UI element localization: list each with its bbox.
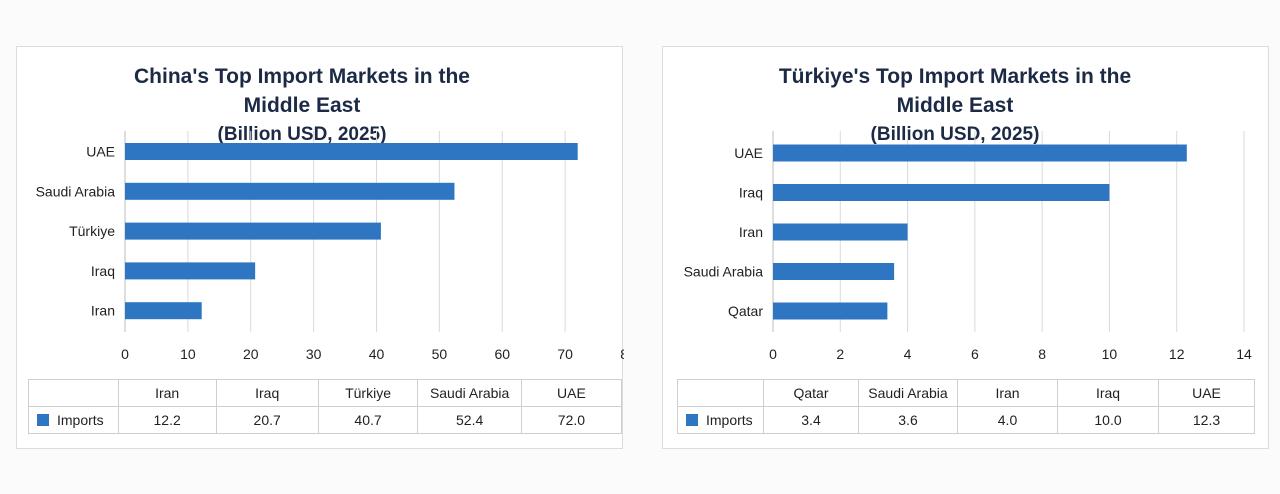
data-table-value-cell: 72.0 xyxy=(520,406,623,434)
chart-title-main: Türkiye's Top Import Markets in the Midd… xyxy=(778,65,1132,117)
data-table-value-cell: 12.3 xyxy=(1158,406,1255,434)
bar xyxy=(125,222,381,240)
data-table-corner xyxy=(677,379,764,407)
x-tick-label: 6 xyxy=(971,346,979,362)
x-tick-label: 0 xyxy=(769,346,777,362)
data-table-header-cell: Iran xyxy=(957,379,1058,407)
data-table-header-cell: Iraq xyxy=(1057,379,1159,407)
bar xyxy=(125,262,256,280)
bar xyxy=(773,184,1110,201)
legend-swatch xyxy=(37,414,49,426)
data-table-turkiye: Qatar Saudi Arabia Iran Iraq UAE Imports… xyxy=(677,379,1255,434)
data-table-values-row: Imports 3.4 3.6 4.0 10.0 12.3 xyxy=(677,406,1255,434)
chart-panel-china: China's Top Import Markets in the Middle… xyxy=(16,46,624,449)
y-category-label: Iran xyxy=(739,224,763,240)
bar-chart-turkiye: 0 2 4 6 8 10 12 14 UAE Iraq Iran Saudi Arabia Qatar xyxy=(684,131,1252,362)
data-table-header-cell: Saudi Arabia xyxy=(417,379,522,407)
data-table-value-cell: 20.7 xyxy=(215,406,319,434)
data-table-corner xyxy=(28,379,119,407)
x-tick-label: 8 xyxy=(1038,346,1046,362)
data-table-header-cell: UAE xyxy=(520,379,623,407)
legend-label: Imports xyxy=(57,412,104,428)
chart-subtitle: (Billion USD, 2025) xyxy=(217,124,387,145)
bar xyxy=(125,182,455,200)
bar xyxy=(773,263,895,280)
x-tick-label: 80 xyxy=(620,346,624,362)
chart-subtitle: (Billion USD, 2025) xyxy=(870,124,1040,145)
x-tick-label: 0 xyxy=(121,346,129,362)
y-category-label: Qatar xyxy=(728,303,763,319)
x-tick-label: 20 xyxy=(243,346,259,362)
x-tick-label: 12 xyxy=(1169,346,1185,362)
legend-label: Imports xyxy=(706,412,753,428)
data-table-value-cell: 52.4 xyxy=(417,406,522,434)
data-table-value-cell: 4.0 xyxy=(957,406,1058,434)
chart-title: Türkiye's Top Import Markets in the Midd… xyxy=(755,62,1155,149)
legend-entry-imports: Imports xyxy=(28,406,119,434)
bar xyxy=(773,223,908,241)
data-table-value-cell: 3.4 xyxy=(763,406,859,434)
x-tick-label: 10 xyxy=(1102,346,1118,362)
x-tick-label: 50 xyxy=(432,346,448,362)
y-category-label: Saudi Arabia xyxy=(684,264,764,280)
x-tick-label: 60 xyxy=(494,346,510,362)
y-category-label: Iraq xyxy=(739,185,763,201)
x-tick-label: 10 xyxy=(180,346,196,362)
data-table-value-cell: 12.2 xyxy=(117,406,217,434)
legend-swatch xyxy=(686,414,698,426)
data-table-china: Iran Iraq Türkiye Saudi Arabia UAE Impor… xyxy=(28,379,623,434)
bar xyxy=(125,143,578,160)
data-table-header-row: Qatar Saudi Arabia Iran Iraq UAE xyxy=(677,379,1255,407)
data-table-value-cell: 3.6 xyxy=(858,406,958,434)
y-category-label: UAE xyxy=(86,144,115,160)
y-category-label: Iran xyxy=(91,303,115,319)
data-table-header-cell: Iraq xyxy=(215,379,319,407)
x-tick-label: 30 xyxy=(306,346,322,362)
bar-chart-china: 0 10 20 30 40 50 60 70 80 UAE Saudi Arabia Türkiye I… xyxy=(36,131,624,362)
x-tick-label: 40 xyxy=(369,346,385,362)
x-tick-label: 2 xyxy=(836,346,844,362)
y-category-label: Iraq xyxy=(91,263,115,279)
data-table-header-cell: Saudi Arabia xyxy=(858,379,958,407)
chart-title-main: China's Top Import Markets in the Middle… xyxy=(134,65,470,117)
x-tick-label: 70 xyxy=(557,346,573,362)
y-category-label: UAE xyxy=(734,145,763,161)
data-table-header-cell: Qatar xyxy=(763,379,859,407)
chart-title: China's Top Import Markets in the Middle… xyxy=(117,62,487,149)
bar xyxy=(773,144,1187,162)
bar xyxy=(773,302,888,320)
data-table-values-row: Imports 12.2 20.7 40.7 52.4 72.0 xyxy=(28,406,623,434)
data-table-value-cell: 40.7 xyxy=(317,406,419,434)
data-table-value-cell: 10.0 xyxy=(1057,406,1159,434)
bar xyxy=(125,302,202,320)
x-tick-label: 14 xyxy=(1236,346,1252,362)
chart-panel-turkiye: Türkiye's Top Import Markets in the Midd… xyxy=(662,46,1269,449)
data-table-header-cell: Türkiye xyxy=(317,379,419,407)
x-tick-label: 4 xyxy=(904,346,912,362)
data-table-header-cell: UAE xyxy=(1158,379,1255,407)
legend-entry-imports: Imports xyxy=(677,406,764,434)
data-table-header-row: Iran Iraq Türkiye Saudi Arabia UAE xyxy=(28,379,623,407)
y-category-label: Saudi Arabia xyxy=(36,183,116,199)
y-category-label: Türkiye xyxy=(69,223,115,239)
data-table-header-cell: Iran xyxy=(117,379,217,407)
